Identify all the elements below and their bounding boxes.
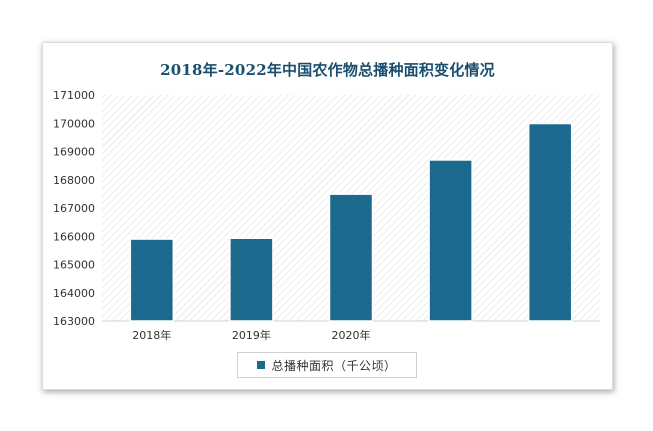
x-tick-label: 2020年 <box>332 328 371 342</box>
chart-svg: 163000 164000 165000 166000 167000 168000 1690… <box>53 89 600 342</box>
y-tick-label: 164000 <box>53 287 95 300</box>
x-axis-ticks: 2018年 2019年 2020年 <box>132 328 370 342</box>
bar <box>328 193 374 322</box>
legend: 总播种面积（千公顷） <box>237 352 417 378</box>
bar <box>527 122 573 322</box>
bar <box>428 159 473 322</box>
bars <box>129 122 573 322</box>
y-axis-ticks: 163000 164000 165000 166000 167000 168000 1690… <box>53 89 95 328</box>
y-tick-label: 167000 <box>53 202 95 215</box>
x-tick-label: 2018年 <box>132 328 171 342</box>
x-tick-label: 2019年 <box>232 328 271 342</box>
y-tick-label: 171000 <box>53 89 95 102</box>
chart-title: 2018年-2022年中国农作物总播种面积变化情况 <box>160 61 495 79</box>
bar <box>129 238 175 322</box>
bar <box>229 237 274 322</box>
y-tick-label: 170000 <box>53 117 95 130</box>
y-tick-label: 163000 <box>53 315 95 328</box>
legend-swatch <box>257 361 266 369</box>
y-tick-label: 169000 <box>53 146 95 159</box>
legend-label: 总播种面积（千公顷） <box>271 358 397 373</box>
chart-frame: 2018年-2022年中国农作物总播种面积变化情况 163000 164000 16… <box>42 42 613 390</box>
y-tick-label: 166000 <box>53 230 95 243</box>
y-tick-label: 168000 <box>53 174 95 187</box>
y-tick-label: 165000 <box>53 259 95 272</box>
